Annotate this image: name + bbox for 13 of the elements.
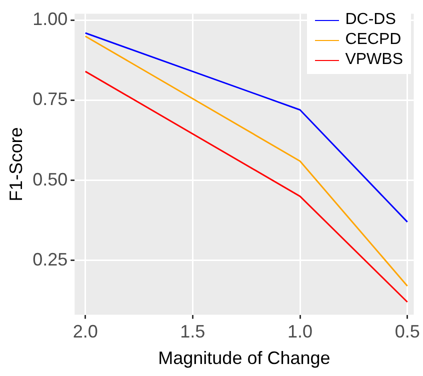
x-tick-label: 0.5 — [394, 322, 420, 342]
x-tick-label: 1.0 — [287, 322, 313, 342]
legend-label: VPWBS — [345, 50, 403, 70]
legend-label: CECPD — [345, 30, 402, 50]
x-tick-label: 2.0 — [72, 322, 98, 342]
y-tick-label: 1.00 — [32, 9, 68, 30]
y-tick-label: 0.75 — [32, 89, 68, 110]
y-tick-label: 0.50 — [32, 169, 68, 190]
y-tick-label: 0.25 — [32, 249, 68, 270]
x-axis-title: Magnitude of Change — [158, 348, 330, 368]
y-axis-title: F1-Score — [6, 127, 26, 202]
legend-label: DC-DS — [345, 10, 396, 30]
x-tick-label: 1.5 — [180, 322, 206, 342]
